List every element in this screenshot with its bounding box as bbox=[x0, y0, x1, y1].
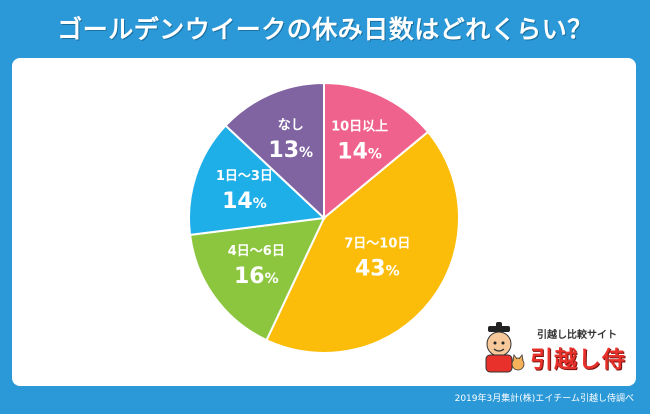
logo-subtitle: 引越し比較サイト bbox=[537, 330, 617, 341]
pie-slice-3 bbox=[188, 124, 327, 237]
slice-label-3: 1日～3日 bbox=[216, 169, 273, 184]
slice-label-2: 4日～6日 bbox=[228, 244, 285, 259]
slice-value-0: 14% bbox=[337, 139, 382, 164]
slice-label-1: 7日～10日 bbox=[344, 236, 410, 251]
slice-value-1: 43% bbox=[355, 256, 400, 281]
source-note: 2019年3月集計(株)エイチーム引越し侍調べ bbox=[454, 394, 634, 404]
pie-slice-4 bbox=[224, 81, 325, 221]
brand-logo: 引越し比較サイト 引越し侍 bbox=[470, 322, 630, 374]
slice-label-0: 10日以上 bbox=[331, 119, 388, 134]
chart-panel: 10日以上 14% 7日～10日 43% 4日～6日 16% 1日～3日 14% なし 13% bbox=[12, 58, 636, 386]
pie-slice-0 bbox=[323, 81, 430, 221]
logo-name: 引越し侍 bbox=[530, 347, 626, 373]
slice-value-4: 13% bbox=[268, 138, 313, 163]
pie-chart: 10日以上 14% 7日～10日 43% 4日～6日 16% 1日～3日 14% なし 13% bbox=[188, 81, 460, 354]
slice-value-2: 16% bbox=[234, 264, 279, 289]
slice-value-3: 14% bbox=[222, 189, 267, 214]
pie-slice-2 bbox=[188, 216, 326, 342]
chart-title: ゴールデンウイークの休み日数はどれくらい？ bbox=[57, 15, 593, 44]
pie-slice-1 bbox=[265, 130, 460, 354]
slice-label-4: なし bbox=[278, 118, 304, 133]
samurai-mascot-icon bbox=[485, 322, 525, 373]
